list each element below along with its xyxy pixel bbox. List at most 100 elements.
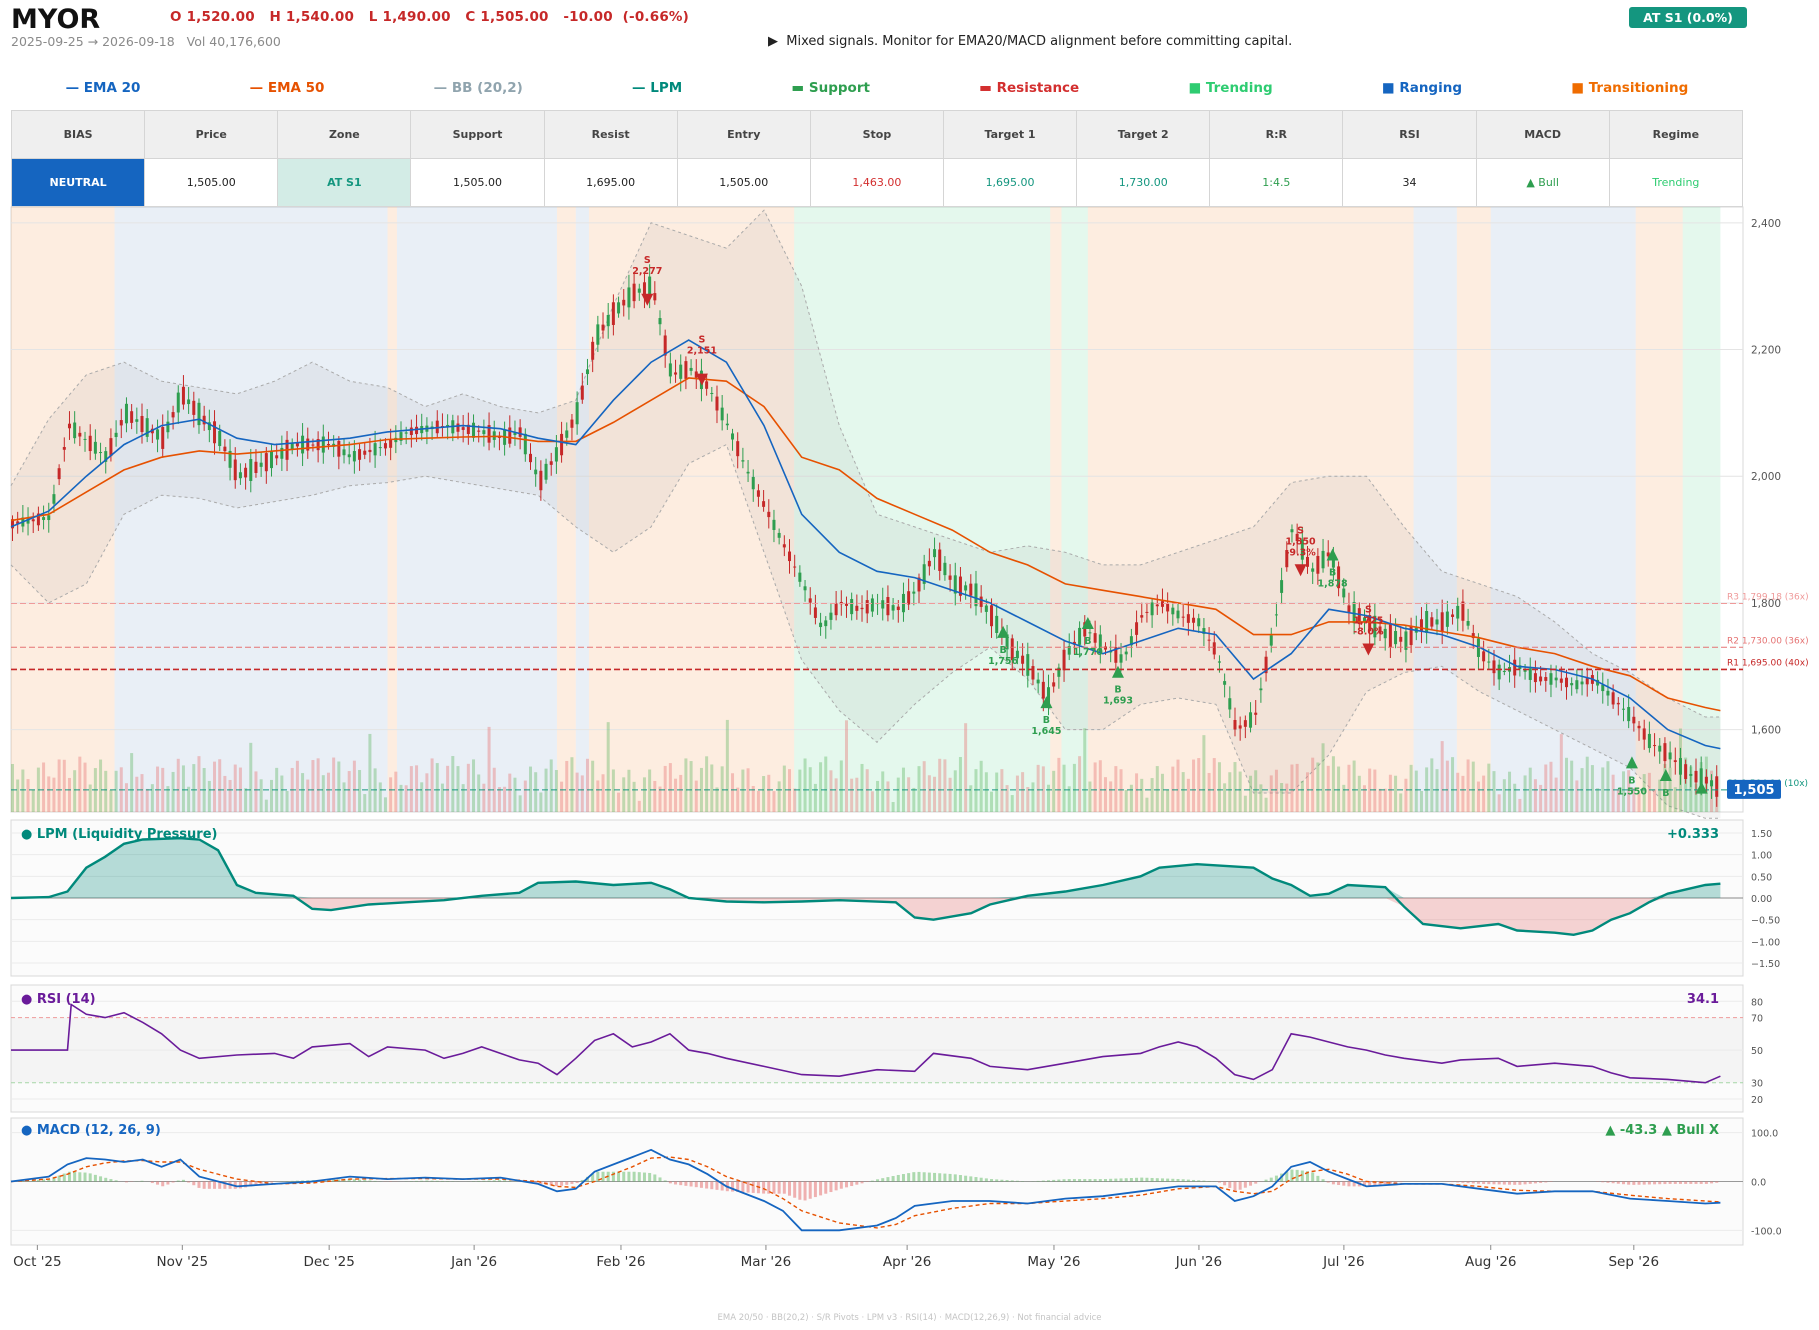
candle-body <box>1419 619 1423 631</box>
legend-resistance[interactable]: ▬ Resistance <box>979 80 1080 96</box>
legend-ema20[interactable]: — EMA 20 <box>65 80 141 96</box>
candle-body <box>585 369 589 375</box>
macd-histogram-bar <box>658 1177 662 1182</box>
candle-body <box>1487 661 1491 663</box>
chart-canvas[interactable]: 1,600 1,800 2,000 2,200 2,400 R3 1,799.18 (36… <box>0 200 1819 1290</box>
volume-bar <box>1611 774 1615 812</box>
macd-histogram-bar <box>1368 1181 1372 1187</box>
macd-histogram-bar <box>844 1181 848 1188</box>
x-tick-label: Dec '25 <box>304 1254 355 1270</box>
macd-histogram-bar <box>1518 1181 1522 1185</box>
stats-header-support: Support <box>410 110 545 159</box>
volume-bar <box>990 791 994 812</box>
volume-bar <box>409 766 413 812</box>
volume-bar <box>104 770 108 812</box>
candle-body <box>1321 550 1325 569</box>
volume-bar <box>689 761 693 812</box>
volume-bar <box>430 758 434 812</box>
macd-histogram <box>16 1169 1719 1201</box>
bollinger-fill <box>11 210 1721 819</box>
candle-body <box>808 598 812 603</box>
volume-bar <box>88 784 92 812</box>
volume-bar <box>622 777 626 812</box>
volume-bar <box>870 791 874 812</box>
candle-body <box>1404 631 1408 650</box>
volume-bar <box>135 776 139 812</box>
candles <box>11 264 1719 807</box>
candle-body <box>47 515 51 521</box>
legend-ema50[interactable]: — EMA 50 <box>249 80 325 96</box>
legend-bollinger[interactable]: — BB (20,2) <box>433 80 523 96</box>
candle-body <box>415 426 419 435</box>
candle-body <box>731 433 735 440</box>
sell-signal-label: S <box>698 335 705 346</box>
candle-body <box>596 324 600 345</box>
macd-histogram-bar <box>824 1181 828 1194</box>
candle-body <box>280 447 284 459</box>
volume-bar <box>746 768 750 812</box>
buy-signal-marker <box>1111 665 1124 678</box>
macd-histogram-bar <box>611 1171 615 1182</box>
stats-header-stop: Stop <box>809 110 944 159</box>
candle-body <box>969 583 973 596</box>
legend-transitioning[interactable]: ■ Transitioning <box>1571 80 1689 96</box>
candle-body <box>1331 555 1335 568</box>
macd-histogram-bar <box>746 1181 750 1193</box>
volume-bar <box>596 780 600 812</box>
macd-histogram-bar <box>1000 1179 1004 1182</box>
candle-body <box>1482 651 1486 662</box>
candle-body <box>694 371 698 378</box>
volume-bar <box>1440 741 1444 812</box>
legend-ranging[interactable]: ■ Ranging <box>1381 80 1462 96</box>
macd-histogram-bar <box>36 1179 40 1182</box>
macd-histogram-bar <box>259 1181 263 1185</box>
volume-bar <box>42 762 46 812</box>
volume-bar <box>197 756 201 812</box>
candle-body <box>1456 605 1460 619</box>
candle-body <box>1249 712 1253 728</box>
volume-bar <box>1072 763 1076 812</box>
candle-body <box>1088 632 1092 634</box>
volume-bar <box>404 785 408 812</box>
macd-histogram-bar <box>1083 1179 1087 1182</box>
legend-lpm[interactable]: — LPM <box>632 80 683 96</box>
macd-histogram-bar <box>295 1180 299 1182</box>
rsi-tick-label: 80 <box>1751 997 1763 1008</box>
volume-bar <box>264 799 268 812</box>
candle-body <box>290 443 294 450</box>
volume-bar <box>1430 758 1434 812</box>
candle-body <box>130 411 134 423</box>
candle-body <box>1119 654 1123 663</box>
macd-histogram-bar <box>1326 1181 1330 1183</box>
macd-histogram-bar <box>508 1180 512 1182</box>
buy-signal-marker <box>1659 768 1672 781</box>
lpm-tick-label: −0.50 <box>1751 916 1780 927</box>
candle-body <box>1523 669 1527 672</box>
candle-body <box>990 605 994 627</box>
candle-body <box>368 449 372 453</box>
volume-bar <box>368 733 372 812</box>
macd-histogram-bar <box>767 1181 771 1194</box>
candle-body <box>1580 681 1584 685</box>
volume-bar <box>958 756 962 812</box>
x-tick-label: Feb '26 <box>596 1254 645 1270</box>
volume-bar <box>477 774 481 812</box>
legend-support[interactable]: ▬ Support <box>791 80 870 96</box>
volume-bar <box>710 764 714 812</box>
candle-body <box>36 513 40 526</box>
sell-signal-label: 2,151 <box>687 346 717 357</box>
macd-histogram-bar <box>430 1180 434 1182</box>
volume-bar <box>1533 779 1537 812</box>
candle-body <box>244 467 248 478</box>
candle-body <box>865 600 869 614</box>
volume-bar <box>1627 770 1631 812</box>
volume-bar <box>637 800 641 812</box>
volume-bar <box>83 762 87 812</box>
candle-body <box>1145 611 1149 613</box>
volume-bar <box>181 765 185 812</box>
volume-bar <box>839 760 843 812</box>
volume-bar <box>627 769 631 812</box>
volume-bar <box>466 763 470 812</box>
legend-trending[interactable]: ■ Trending <box>1188 80 1273 96</box>
candle-body <box>886 597 890 616</box>
